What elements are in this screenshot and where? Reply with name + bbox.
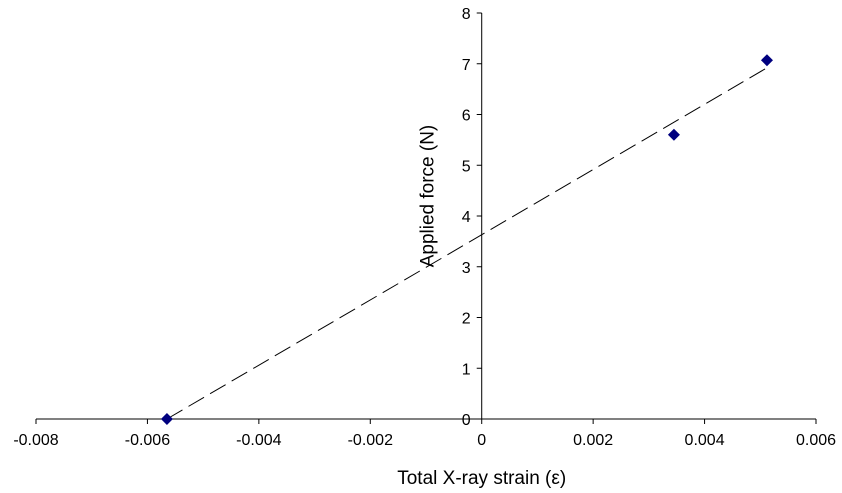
trendline-layer bbox=[166, 67, 768, 420]
y-axis-title: Applied force (N) bbox=[418, 125, 439, 268]
y-tick-label: 4 bbox=[462, 209, 471, 226]
y-tick-label: 8 bbox=[462, 6, 471, 23]
x-tick-label: -0.008 bbox=[13, 432, 58, 449]
data-point bbox=[160, 413, 173, 425]
y-tick-label: 0 bbox=[462, 412, 471, 429]
x-tick-label: 0.004 bbox=[685, 432, 725, 449]
data-point bbox=[760, 54, 773, 67]
x-tick-label: 0 bbox=[477, 432, 486, 449]
points-layer bbox=[160, 54, 773, 425]
trendline bbox=[166, 67, 768, 420]
y-tick-label: 6 bbox=[462, 108, 471, 125]
y-ticks: 0 1 2 3 4 5 6 7 8 bbox=[462, 6, 482, 429]
y-tick-label: 1 bbox=[462, 361, 471, 378]
x-tick-label: -0.002 bbox=[348, 432, 393, 449]
x-tick-label: -0.004 bbox=[236, 432, 281, 449]
y-tick-label: 3 bbox=[462, 260, 471, 277]
x-tick-label: -0.006 bbox=[125, 432, 170, 449]
y-tick-label: 2 bbox=[462, 311, 471, 328]
x-axis-title: Total X-ray strain (ε) bbox=[397, 468, 566, 489]
y-tick-label: 7 bbox=[462, 57, 471, 74]
x-tick-label: 0.006 bbox=[796, 432, 836, 449]
x-tick-label: 0.002 bbox=[573, 432, 613, 449]
data-point bbox=[667, 128, 680, 141]
x-ticks: -0.008 -0.006 -0.004 -0.002 0 0.002 0.004 0.006 bbox=[13, 419, 836, 449]
y-tick-label: 5 bbox=[462, 158, 471, 175]
